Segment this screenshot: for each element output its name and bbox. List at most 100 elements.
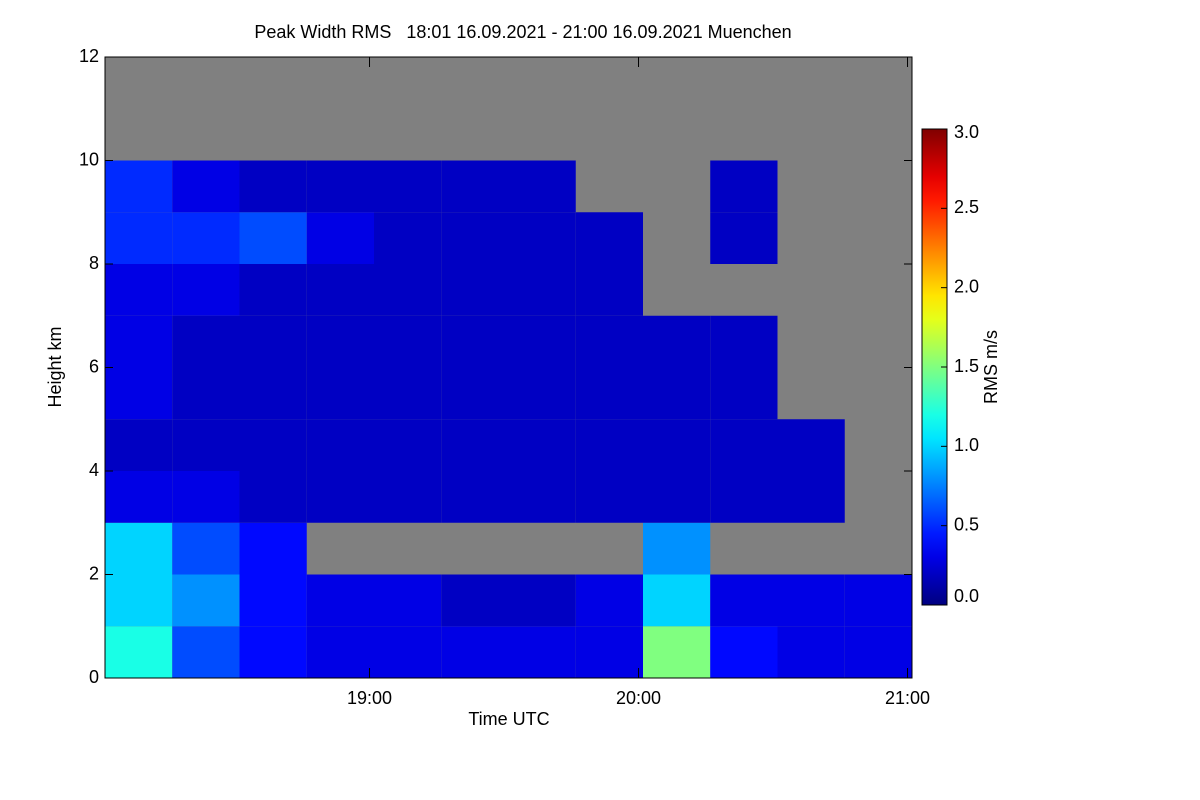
heatmap-cell [172,160,240,213]
heatmap-cell [105,367,173,420]
heatmap-cell [643,522,711,575]
heatmap-cell [508,264,576,316]
heatmap-cell [575,574,643,627]
heatmap-cell [306,626,374,678]
heatmap-cell [306,264,374,316]
heatmap-cell [575,626,643,678]
heatmap-cell [575,315,643,368]
heatmap-cell [844,626,912,678]
heatmap-cell [306,574,374,627]
heatmap-cell [374,367,442,420]
heatmap-cell [239,419,307,471]
heatmap-cell [172,419,240,471]
heatmap-cell [777,419,845,471]
heatmap-cell [508,419,576,471]
heatmap-cell [172,212,240,264]
heatmap-cell [575,367,643,420]
heatmap-cell [239,522,307,575]
heatmap-cell [172,367,240,420]
heatmap-cell [374,419,442,471]
colorbar-tick-label: 1.0 [954,435,979,455]
heatmap-cell [374,574,442,627]
y-tick-label: 0 [89,667,99,687]
y-tick-label: 4 [89,460,99,480]
heatmap-cell [105,419,173,471]
heatmap-cell [306,367,374,420]
y-axis-label: Height km [45,326,65,407]
heatmap-cell [441,264,509,316]
heatmap-cell [643,419,711,471]
colorbar-tick-label: 0.5 [954,514,979,534]
heatmap-cell [105,212,173,264]
heatmap-cell [777,471,845,523]
heatmap-cell [172,264,240,316]
heatmap-cell [105,626,173,678]
y-tick-label: 6 [89,356,99,376]
heatmap-cell [508,367,576,420]
y-tick-label: 2 [89,563,99,583]
heatmap-cell [508,471,576,523]
heatmap-cell [441,315,509,368]
y-tick-label: 10 [79,149,99,169]
heatmap-cell [710,315,778,368]
heatmap-cell [844,574,912,627]
heatmap-cell [239,574,307,627]
heatmap-cell [105,315,173,368]
x-axis-label: Time UTC [468,709,549,729]
heatmap-cell [441,626,509,678]
heatmap-cell [239,264,307,316]
x-tick-label: 19:00 [347,688,392,708]
colorbar-tick-label: 3.0 [954,122,979,142]
heatmap-cell [575,264,643,316]
heatmap-cell [777,626,845,678]
heatmap-cell [575,471,643,523]
heatmap-cell [306,471,374,523]
heatmap-cell [239,160,307,213]
heatmap-cell [306,212,374,264]
heatmap-cell [172,315,240,368]
heatmap-cell [508,160,576,213]
heatmap-cell [710,419,778,471]
heatmap-cell [374,626,442,678]
x-tick-label: 20:00 [616,688,661,708]
heatmap-cell [643,315,711,368]
heatmap-cell [239,626,307,678]
heatmap-cell [441,419,509,471]
heatmap-cell [441,471,509,523]
heatmap-cell [172,471,240,523]
heatmap-cell [172,626,240,678]
heatmap-cell [508,574,576,627]
heatmap-cell [306,160,374,213]
heatmap-cell [710,160,778,213]
heatmap-cell [374,315,442,368]
heatmap-cell [643,626,711,678]
heatmap-cell [105,264,173,316]
heatmap-cell [172,522,240,575]
colorbar-tick-label: 0.0 [954,586,979,606]
heatmap-cell [172,574,240,627]
colorbar-tick-label: 2.0 [954,276,979,296]
heatmap-cell [441,574,509,627]
heatmap-cell [710,367,778,420]
heatmap-cell [239,212,307,264]
heatmap-cell [441,212,509,264]
heatmap-cell [306,315,374,368]
heatmap-cell [575,212,643,264]
heatmap-cell [643,471,711,523]
heatmap-cell [374,471,442,523]
heatmap-cell [105,522,173,575]
heatmap-cell [374,160,442,213]
heatmap-cell [239,315,307,368]
heatmap-cell [710,626,778,678]
colorbar-tick-label: 1.5 [954,356,979,376]
heatmap-cell [508,315,576,368]
y-tick-label: 12 [79,46,99,66]
heatmap-cell [710,471,778,523]
heatmap-cell [710,574,778,627]
colorbar-tick-label: 2.5 [954,197,979,217]
heatmap-cell [710,212,778,264]
heatmap-cell [306,419,374,471]
heatmap-cell [777,574,845,627]
heatmap-cell [508,212,576,264]
